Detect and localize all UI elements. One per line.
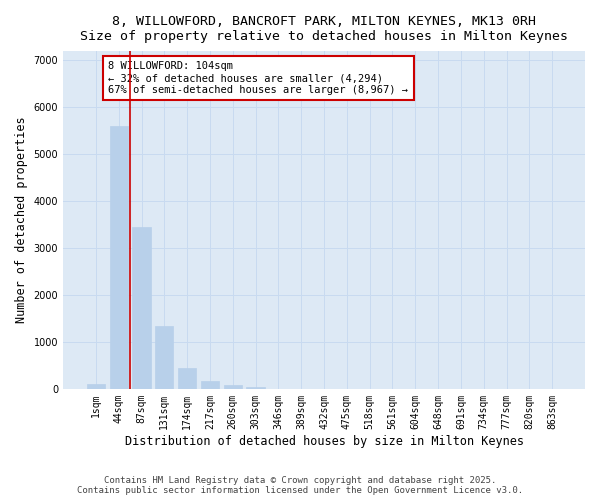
Bar xyxy=(110,126,128,389)
Bar xyxy=(178,368,196,389)
Bar xyxy=(87,384,105,389)
Bar xyxy=(133,227,151,389)
Text: 8 WILLOWFORD: 104sqm
← 32% of detached houses are smaller (4,294)
67% of semi-de: 8 WILLOWFORD: 104sqm ← 32% of detached h… xyxy=(109,62,409,94)
Bar xyxy=(155,326,173,389)
Bar xyxy=(224,386,242,389)
Bar xyxy=(247,388,265,389)
X-axis label: Distribution of detached houses by size in Milton Keynes: Distribution of detached houses by size … xyxy=(125,434,524,448)
Title: 8, WILLOWFORD, BANCROFT PARK, MILTON KEYNES, MK13 0RH
Size of property relative : 8, WILLOWFORD, BANCROFT PARK, MILTON KEY… xyxy=(80,15,568,43)
Y-axis label: Number of detached properties: Number of detached properties xyxy=(15,116,28,324)
Bar xyxy=(201,380,219,389)
Text: Contains HM Land Registry data © Crown copyright and database right 2025.
Contai: Contains HM Land Registry data © Crown c… xyxy=(77,476,523,495)
